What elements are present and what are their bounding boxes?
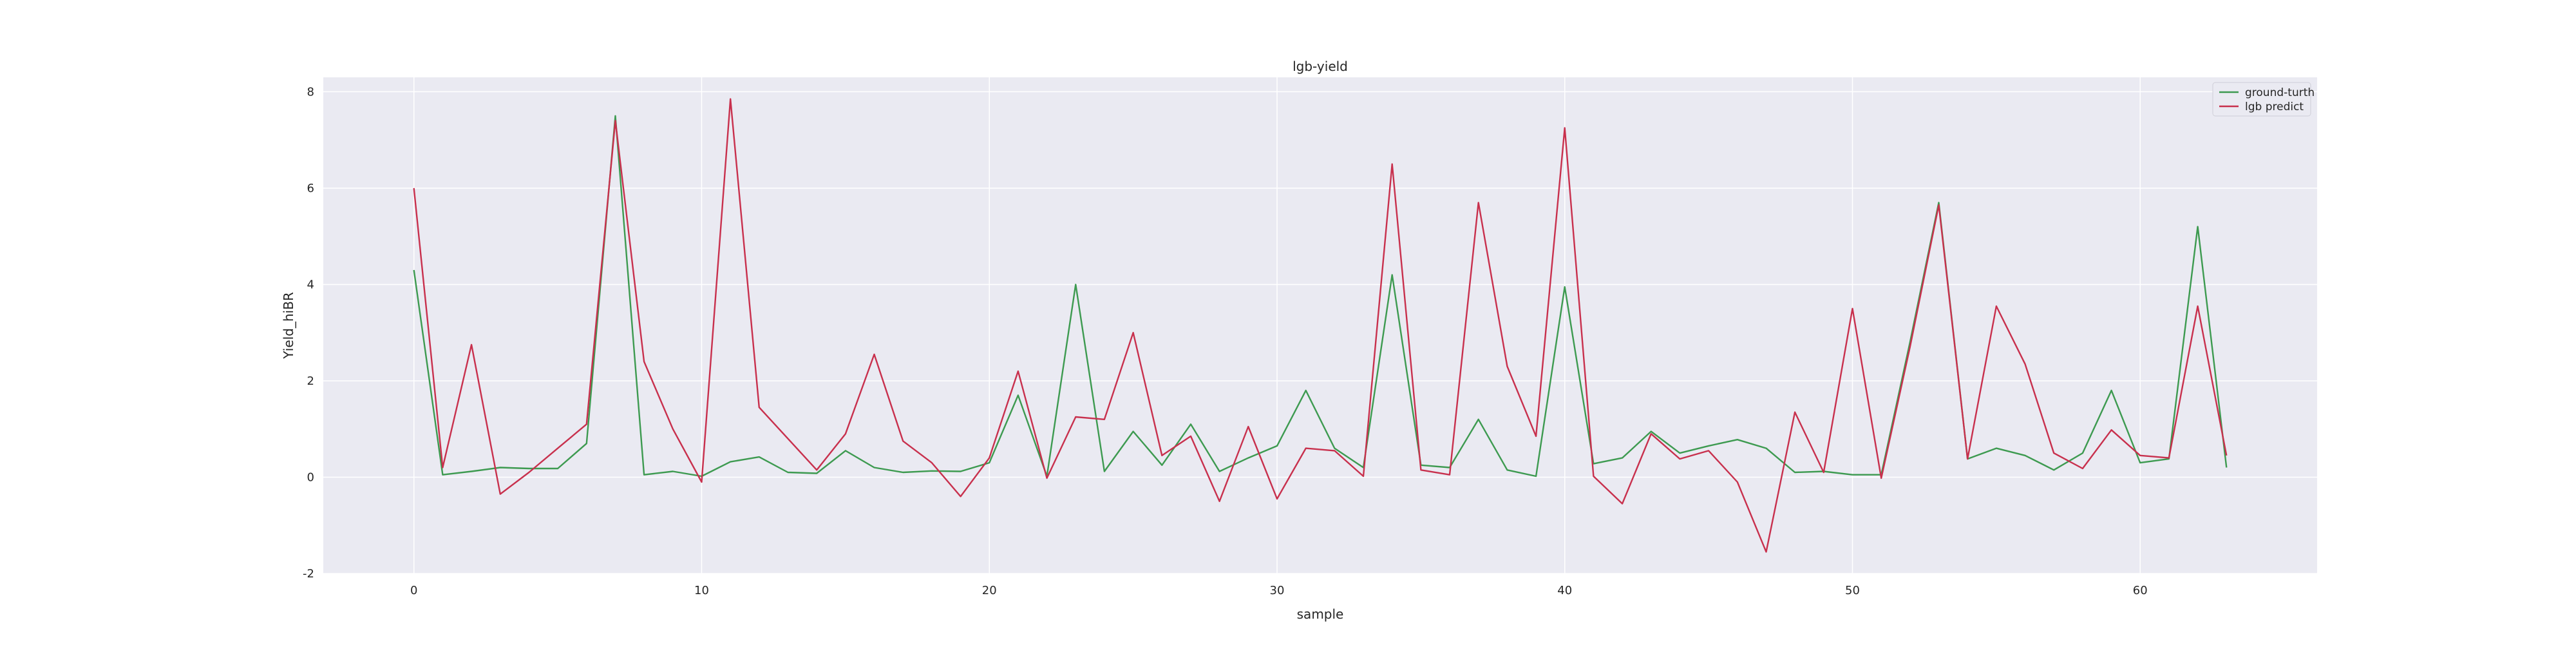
legend-box	[2212, 82, 2311, 117]
x-tick-label: 20	[982, 584, 997, 597]
y-axis-label: Yield_hiBR	[281, 292, 296, 360]
legend-label: lgb predict	[2245, 101, 2304, 113]
grid	[323, 77, 2317, 574]
y-tick-label: 6	[307, 182, 314, 195]
chart-title: lgb-yield	[1293, 59, 1348, 74]
x-tick-label: 40	[1557, 584, 1572, 597]
x-tick-label: 60	[2133, 584, 2148, 597]
series-line-lgb-predict	[413, 98, 2228, 553]
x-axis-label: sample	[1297, 606, 1344, 622]
series-lines	[413, 98, 2228, 553]
y-tick-labels: -2 0 2 4 6 8	[303, 85, 314, 581]
y-tick-label: 8	[307, 85, 314, 99]
x-tick-label: 50	[1845, 584, 1860, 597]
legend: ground-turth lgb predict	[2212, 82, 2315, 117]
x-tick-label: 0	[410, 584, 417, 597]
y-tick-label: 0	[307, 470, 314, 484]
y-tick-label: 4	[307, 278, 314, 291]
x-tick-label: 30	[1270, 584, 1285, 597]
plot-area	[323, 77, 2317, 574]
legend-label: ground-turth	[2245, 86, 2315, 99]
y-tick-label: 2	[307, 374, 314, 388]
x-tick-labels: 0 10 20 30 40 50 60	[410, 584, 2148, 597]
y-tick-label: -2	[303, 567, 314, 581]
x-tick-label: 10	[694, 584, 709, 597]
